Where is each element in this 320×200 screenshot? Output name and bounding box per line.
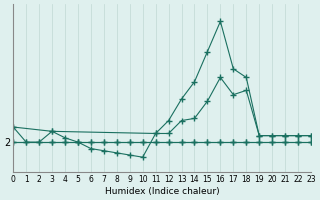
X-axis label: Humidex (Indice chaleur): Humidex (Indice chaleur) — [105, 187, 220, 196]
